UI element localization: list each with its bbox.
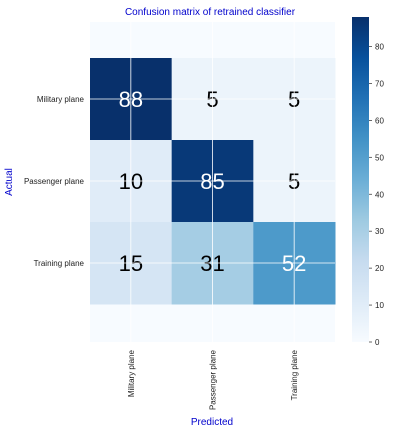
- colorbar-tick-label: 50: [375, 153, 384, 162]
- y-axis-title: Actual: [4, 168, 15, 196]
- colorbar-tick-label: 30: [375, 227, 384, 236]
- colorbar-tick-label: 10: [375, 301, 384, 310]
- y-tick-labels: Military plane Passenger plane Training pl…: [24, 95, 85, 268]
- colorbar-tick-label: 40: [375, 190, 384, 199]
- colorbar-tick-label: 20: [375, 264, 384, 273]
- colorbar: [352, 17, 369, 342]
- colorbar-tick-label: 70: [375, 79, 384, 88]
- x-tick-labels: Military plane Passenger plane Training pl…: [127, 349, 299, 410]
- gridlines: [90, 22, 335, 342]
- colorbar-tick-label: 0: [375, 338, 380, 347]
- y-tick-label: Military plane: [37, 95, 85, 104]
- colorbar-ticks: 0 10 20 30 40 50 60 70 80: [369, 43, 384, 347]
- x-tick-label: Passenger plane: [209, 349, 218, 410]
- y-tick-label: Passenger plane: [24, 177, 85, 186]
- y-tick-label: Training plane: [34, 259, 85, 268]
- chart-title: Confusion matrix of retrained classifier: [125, 7, 296, 18]
- colorbar-tick-label: 60: [375, 116, 384, 125]
- colorbar-tick-label: 80: [375, 43, 384, 52]
- x-tick-label: Military plane: [127, 349, 136, 397]
- x-tick-label: Training plane: [290, 349, 299, 400]
- x-axis-title: Predicted: [191, 417, 233, 428]
